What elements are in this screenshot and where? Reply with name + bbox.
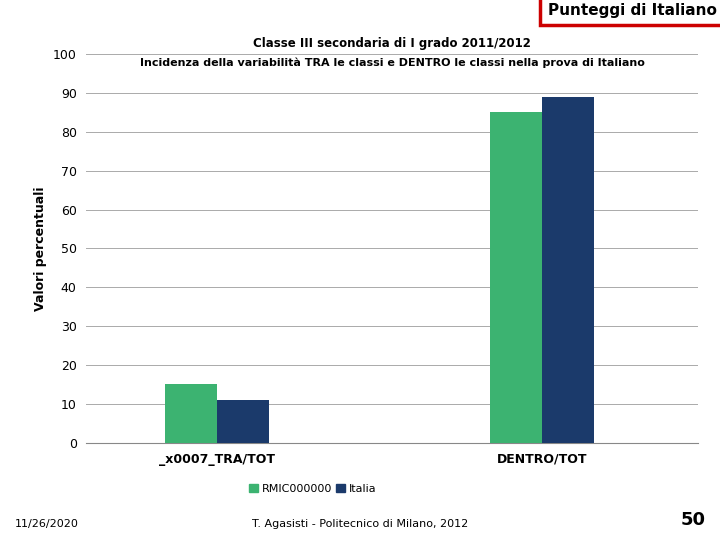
Text: 11/26/2020: 11/26/2020 — [14, 519, 78, 529]
Bar — [490, 112, 542, 443]
Bar — [165, 384, 217, 443]
Text: Punteggi di Italiano: Punteggi di Italiano — [547, 3, 716, 18]
Legend: RMIC000000, Italia: RMIC000000, Italia — [245, 480, 381, 498]
Text: Classe III secondaria di I grado 2011/2012: Classe III secondaria di I grado 2011/20… — [253, 37, 531, 50]
Bar — [542, 97, 594, 443]
Y-axis label: Valori percentuali: Valori percentuali — [35, 186, 48, 310]
Text: 50: 50 — [680, 511, 706, 529]
Bar — [217, 400, 269, 443]
Text: Incidenza della variabilità TRA le classi e DENTRO le classi nella prova di Ital: Incidenza della variabilità TRA le class… — [140, 57, 645, 68]
Text: T. Agasisti - Politecnico di Milano, 2012: T. Agasisti - Politecnico di Milano, 201… — [252, 519, 468, 529]
